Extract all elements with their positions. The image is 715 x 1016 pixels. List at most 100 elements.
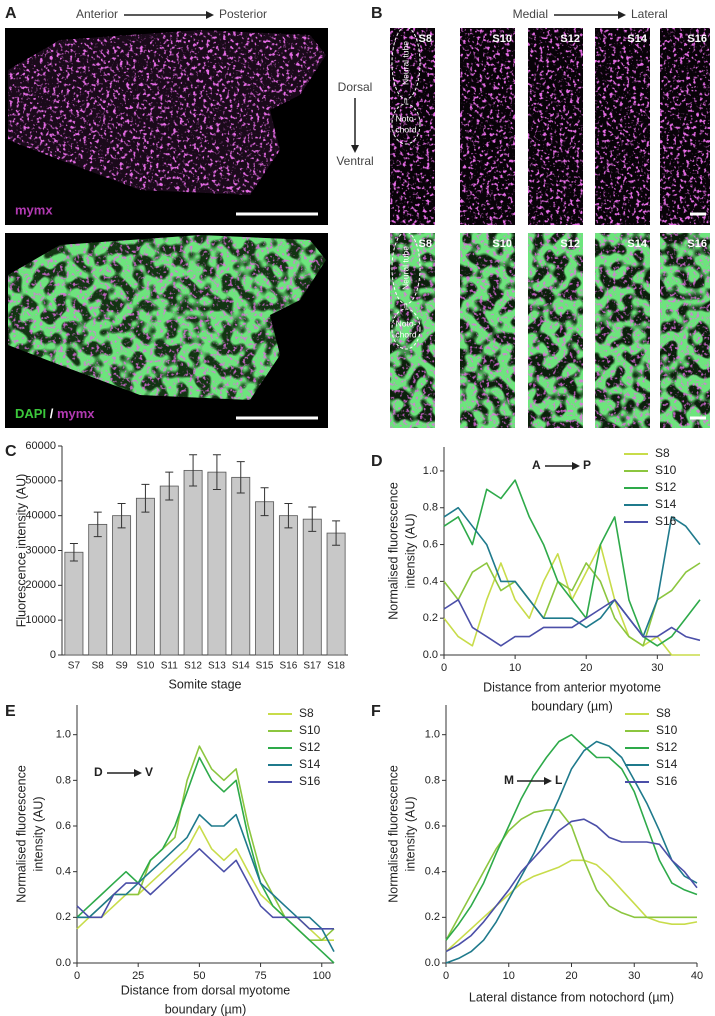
x-tick-label: S17 xyxy=(303,661,321,672)
bar xyxy=(255,501,275,656)
y-tick-label: 50000 xyxy=(25,475,56,487)
x-tick-label: S11 xyxy=(161,661,178,672)
x-axis-label: boundary (µm) xyxy=(531,699,613,713)
direction-label: Lateral xyxy=(631,7,668,21)
notochord-label: chord xyxy=(395,124,417,134)
x-tick-label: 30 xyxy=(628,970,640,982)
stage-label: S12 xyxy=(560,33,580,45)
x-tick-label: 75 xyxy=(254,970,266,982)
y-axis-label: Normalised fluorescence xyxy=(386,482,400,620)
panel-label: A xyxy=(5,5,17,22)
y-tick-label: 20000 xyxy=(25,579,56,591)
error-bar xyxy=(212,454,221,491)
neural-tube-label: Neural tube xyxy=(400,246,410,290)
bar xyxy=(302,518,322,656)
mymx-signal xyxy=(390,28,435,225)
error-bar xyxy=(284,502,293,529)
annotation-from: M xyxy=(504,773,514,787)
neural-tube-outline xyxy=(391,231,421,305)
arrow-head xyxy=(618,11,626,19)
bar xyxy=(88,523,108,656)
x-tick-label: S16 xyxy=(280,661,298,672)
y-tick-label: 0.0 xyxy=(425,957,440,969)
bar xyxy=(112,515,132,656)
bar xyxy=(231,476,251,656)
y-tick-label: 0.2 xyxy=(423,612,438,624)
y-axis-label: Normalised fluorescence xyxy=(14,765,28,903)
legend-label: S16 xyxy=(299,774,321,788)
series-line xyxy=(445,740,698,964)
bar xyxy=(183,469,203,656)
legend-label: S10 xyxy=(656,723,678,737)
series-line xyxy=(445,818,698,953)
x-tick-label: S13 xyxy=(208,661,226,672)
legend-label: S10 xyxy=(299,723,321,737)
x-tick-label: S15 xyxy=(256,661,274,672)
stage-label: S14 xyxy=(627,33,647,45)
y-axis-label: intensity (AU) xyxy=(31,796,45,871)
notochord-outline xyxy=(391,103,421,145)
series-line xyxy=(443,599,701,647)
notochord-label: Noto- xyxy=(396,318,417,328)
stage-label: S14 xyxy=(627,238,647,250)
y-tick-label: 1.0 xyxy=(56,729,71,741)
annotation-arrow-head xyxy=(544,777,552,785)
x-tick-label: 0 xyxy=(441,662,447,674)
annotation-from: A xyxy=(532,458,541,472)
mymx-signal xyxy=(390,233,435,428)
notochord-outline xyxy=(391,308,421,350)
stage-label: S10 xyxy=(492,238,512,250)
series-line xyxy=(77,745,335,941)
y-tick-label: 1.0 xyxy=(423,465,438,477)
legend-label: S8 xyxy=(655,446,670,460)
x-tick-label: 30 xyxy=(651,662,663,674)
x-tick-label: 25 xyxy=(132,970,144,982)
series-line xyxy=(443,506,701,638)
series-line xyxy=(445,809,697,941)
y-axis-label: Normalised fluorescence xyxy=(386,765,400,903)
mymx-signal xyxy=(660,28,710,225)
stage-label: S16 xyxy=(687,33,707,45)
panel-label: F xyxy=(371,703,381,720)
equals-label: = xyxy=(400,98,410,103)
y-tick-label: 0.6 xyxy=(56,820,71,832)
bar xyxy=(326,532,346,656)
error-bar xyxy=(332,520,341,546)
error-bar xyxy=(308,506,317,532)
error-bar xyxy=(189,454,198,487)
legend-label: S8 xyxy=(656,706,671,720)
stain-label: mymx xyxy=(15,202,53,217)
x-tick-label: S18 xyxy=(327,661,345,672)
stage-label: S8 xyxy=(419,238,432,250)
legend-label: S12 xyxy=(299,740,321,754)
notochord-label: chord xyxy=(395,329,417,339)
x-tick-label: S10 xyxy=(137,661,155,672)
x-tick-label: S9 xyxy=(115,661,128,672)
mymx-signal xyxy=(595,233,650,428)
error-bar xyxy=(93,511,102,538)
x-tick-label: S7 xyxy=(68,661,81,672)
arrow-head xyxy=(351,145,359,153)
y-axis-label: intensity (AU) xyxy=(403,513,417,588)
mymx-signal xyxy=(595,28,650,225)
mymx-signal xyxy=(660,233,710,428)
y-tick-label: 10000 xyxy=(25,614,56,626)
y-tick-label: 0.8 xyxy=(425,774,440,786)
mymx-signal xyxy=(528,233,583,428)
legend-label: S14 xyxy=(655,497,677,511)
x-tick-label: 20 xyxy=(565,970,577,982)
series-line xyxy=(76,756,335,964)
y-axis-label: Fluorescence intensity (AU) xyxy=(14,474,28,628)
direction-label: Ventral xyxy=(336,154,373,168)
legend-label: S14 xyxy=(299,757,321,771)
stage-label: S16 xyxy=(687,238,707,250)
x-tick-label: S14 xyxy=(232,661,250,672)
stage-images: S8 S10 S12 S14 S16 Neural tube = Noto-chord S8 S1… xyxy=(390,26,710,428)
series-line xyxy=(76,848,334,930)
error-bar xyxy=(165,471,174,501)
bar xyxy=(159,485,179,656)
legend-label: S12 xyxy=(656,740,678,754)
mymx-signal xyxy=(528,28,583,225)
y-tick-label: 0.0 xyxy=(56,957,71,969)
